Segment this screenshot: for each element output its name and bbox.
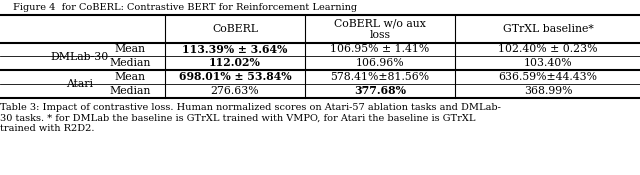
Text: Figure 4  for CoBERL: Contrastive BERT for Reinforcement Learning: Figure 4 for CoBERL: Contrastive BERT fo… [13,3,357,12]
Text: Table 3: Impact of contrastive loss. Human normalized scores on Atari-57 ablatio: Table 3: Impact of contrastive loss. Hum… [0,103,501,133]
Text: Median: Median [109,58,150,68]
Text: 113.39% ± 3.64%: 113.39% ± 3.64% [182,44,288,55]
Text: 377.68%: 377.68% [354,86,406,96]
Text: 102.40% ± 0.23%: 102.40% ± 0.23% [499,44,598,54]
Text: 578.41%±81.56%: 578.41%±81.56% [330,72,429,82]
Text: Mean: Mean [115,72,145,82]
Text: Median: Median [109,86,150,96]
Text: 636.59%±44.43%: 636.59%±44.43% [499,72,598,82]
Text: 106.96%: 106.96% [356,58,404,68]
Text: Atari: Atari [67,79,93,89]
Text: 276.63%: 276.63% [211,86,259,96]
Text: CoBERL w/o aux
loss: CoBERL w/o aux loss [334,18,426,40]
Text: GTrXL baseline*: GTrXL baseline* [502,24,593,34]
Text: CoBERL: CoBERL [212,24,258,34]
Text: 698.01% ± 53.84%: 698.01% ± 53.84% [179,72,291,82]
Text: 368.99%: 368.99% [524,86,572,96]
Text: Mean: Mean [115,44,145,54]
Text: 103.40%: 103.40% [524,58,572,68]
Text: 106.95% ± 1.41%: 106.95% ± 1.41% [330,44,429,54]
Text: 112.02%: 112.02% [209,58,261,68]
Text: DMLab-30: DMLab-30 [51,51,109,61]
